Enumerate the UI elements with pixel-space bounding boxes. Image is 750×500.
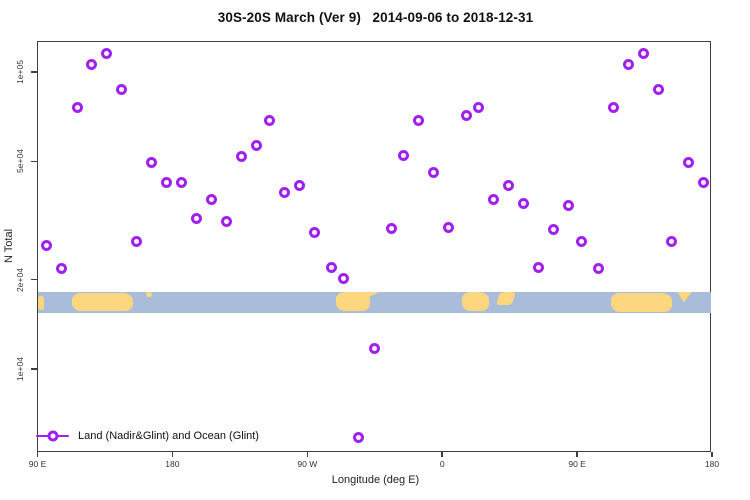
data-point-marker — [100, 48, 112, 60]
land-shape-africa — [461, 292, 489, 311]
y-tick-mark — [31, 368, 37, 370]
plot-area — [37, 41, 711, 452]
y-tick-mark — [31, 278, 37, 281]
data-point-marker — [472, 101, 484, 113]
legend-label: Land (Nadir&Glint) and Ocean (Glint) — [78, 430, 259, 442]
legend-marker-icon — [47, 430, 58, 442]
data-point-marker — [460, 109, 472, 121]
y-axis-title: N Total — [3, 228, 15, 264]
data-point-marker — [145, 157, 157, 169]
chart-title: 30S-20S March (Ver 9) 2014-09-06 to 2018… — [217, 10, 534, 25]
y-tick-mark — [31, 160, 37, 163]
land-shape-islet-90e — [38, 296, 45, 310]
x-tick-mark — [171, 452, 174, 457]
data-point-marker — [412, 114, 424, 126]
data-point-marker — [607, 102, 619, 114]
y-tick-mark — [31, 71, 37, 73]
x-tick-mark — [306, 452, 309, 457]
data-point-marker — [85, 58, 97, 70]
y-tick-label: 1e+04 — [15, 357, 25, 381]
data-point-marker — [250, 140, 262, 152]
data-point-marker — [190, 213, 202, 225]
data-point-marker — [622, 58, 634, 70]
x-axis-title: Longitude (deg E) — [331, 474, 420, 486]
data-point-marker — [682, 157, 694, 169]
x-tick-label: 90 E — [568, 459, 586, 469]
data-point-marker — [637, 48, 649, 60]
data-point-marker — [487, 193, 499, 205]
data-point-marker — [130, 236, 142, 248]
x-tick-label: 180 — [704, 459, 720, 469]
legend-line — [36, 430, 69, 442]
y-tick-label: 5e+04 — [15, 149, 25, 174]
data-point-marker — [205, 194, 217, 206]
y-tick-label: 1e+05 — [15, 60, 25, 84]
x-tick-label: 180 — [165, 459, 180, 469]
data-point-marker — [369, 343, 381, 355]
data-point-marker — [175, 176, 187, 188]
data-point-marker — [562, 200, 574, 212]
legend: Land (Nadir&Glint) and Ocean (Glint) — [36, 428, 259, 444]
data-point-marker — [427, 166, 439, 178]
data-point-marker — [697, 177, 709, 189]
data-point-marker — [385, 222, 397, 234]
land-shape-australia-west-copy — [71, 292, 134, 312]
data-point-marker — [55, 262, 67, 274]
data-point-marker — [592, 262, 604, 274]
data-point-marker — [264, 114, 276, 126]
data-point-marker — [160, 177, 172, 189]
data-point-marker — [325, 262, 337, 274]
data-point-marker — [72, 102, 84, 114]
ocean-band — [37, 292, 711, 313]
land-shape-south-america-east — [359, 292, 380, 302]
data-point-marker — [220, 215, 232, 227]
x-tick-mark — [36, 452, 39, 457]
data-point-marker — [309, 226, 321, 238]
data-point-marker — [397, 149, 409, 161]
data-point-marker — [666, 236, 678, 248]
data-point-marker — [652, 84, 664, 96]
data-point-marker — [115, 84, 127, 96]
land-shape-island-speck — [146, 292, 153, 298]
data-point-marker — [279, 186, 291, 198]
x-tick-mark — [576, 452, 578, 457]
data-point-marker — [294, 179, 306, 191]
data-point-marker — [40, 240, 52, 252]
data-point-marker — [235, 151, 247, 163]
data-point-marker — [547, 224, 559, 236]
land-shape-australia — [610, 292, 673, 312]
y-tick-label: 2e+04 — [15, 267, 25, 292]
data-point-marker — [502, 179, 514, 191]
x-tick-label: 0 — [439, 459, 445, 469]
data-point-marker — [576, 236, 588, 248]
x-tick-mark — [711, 452, 713, 457]
data-point-marker — [442, 221, 454, 233]
x-tick-mark — [441, 452, 443, 457]
data-point-marker — [517, 198, 529, 210]
x-tick-label: 90 W — [297, 459, 318, 469]
data-point-marker — [532, 261, 544, 273]
data-point-marker — [352, 431, 364, 443]
land-shape-islands-east — [677, 292, 692, 303]
x-tick-label: 90 E — [28, 459, 47, 469]
data-point-marker — [337, 272, 349, 284]
